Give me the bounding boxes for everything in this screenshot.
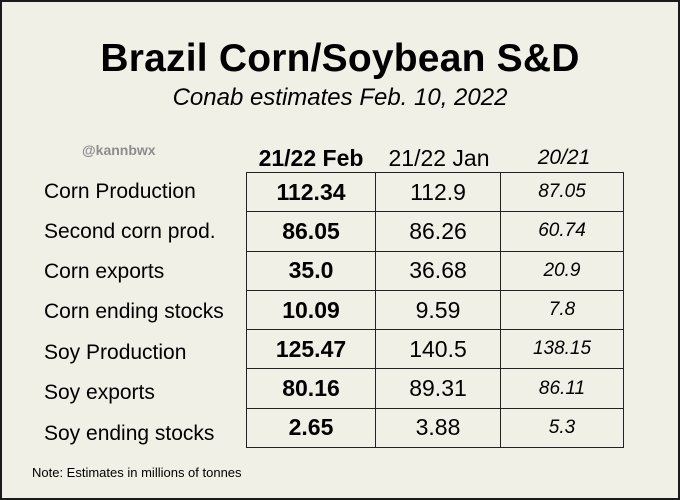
page-title: Brazil Corn/Soybean S&D: [100, 37, 580, 80]
page-subtitle: Conab estimates Feb. 10, 2022: [172, 84, 508, 111]
row-label-soy-ending-stocks: Soy ending stocks: [44, 422, 215, 445]
cell-prev-year: 7.8: [500, 289, 624, 331]
row-label-corn-production: Corn Production: [44, 180, 196, 203]
table-row: 112.34 112.9 87.05: [246, 171, 624, 213]
cell-jan: 112.9: [375, 171, 501, 213]
cell-jan: 9.59: [375, 289, 501, 331]
cell-prev-year: 60.74: [500, 211, 624, 252]
cell-feb: 35.0: [246, 250, 376, 291]
cell-feb: 2.65: [246, 407, 376, 449]
table-row: 80.16 89.31 86.11: [246, 368, 624, 409]
table-row: 35.0 36.68 20.9: [246, 250, 624, 291]
cell-feb: 86.05: [246, 211, 376, 252]
column-header-21-22-jan: 21/22 Jan: [388, 145, 490, 171]
table-row: 2.65 3.88 5.3: [246, 407, 624, 449]
cell-prev-year: 5.3: [500, 407, 624, 449]
row-label-soy-production: Soy Production: [44, 341, 187, 364]
cell-feb: 125.47: [246, 329, 376, 370]
author-handle: @kannbwx: [82, 142, 156, 158]
row-label-corn-exports: Corn exports: [44, 260, 165, 283]
row-label-soy-exports: Soy exports: [44, 381, 155, 404]
cell-prev-year: 87.05: [500, 171, 624, 213]
row-label-corn-ending-stocks: Corn ending stocks: [44, 300, 224, 323]
column-header-20-21: 20/21: [537, 146, 591, 169]
column-header-21-22-feb: 21/22 Feb: [258, 145, 364, 171]
estimates-table: 112.34 112.9 87.05 86.05 86.26 60.74 35.…: [246, 171, 624, 449]
cell-prev-year: 86.11: [500, 368, 624, 409]
cell-jan: 3.88: [375, 407, 501, 449]
footnote: Note: Estimates in millions of tonnes: [32, 465, 242, 480]
cell-prev-year: 138.15: [500, 329, 624, 370]
table-row: 86.05 86.26 60.74: [246, 211, 624, 252]
cell-jan: 86.26: [375, 211, 501, 252]
cell-feb: 80.16: [246, 368, 376, 409]
cell-prev-year: 20.9: [500, 250, 624, 291]
cell-feb: 10.09: [246, 289, 376, 331]
cell-jan: 36.68: [375, 250, 501, 291]
cell-jan: 140.5: [375, 329, 501, 370]
table-row: 125.47 140.5 138.15: [246, 329, 624, 370]
cell-feb: 112.34: [246, 171, 376, 213]
table-row: 10.09 9.59 7.8: [246, 289, 624, 331]
row-label-second-corn-prod: Second corn prod.: [44, 220, 216, 243]
cell-jan: 89.31: [375, 368, 501, 409]
